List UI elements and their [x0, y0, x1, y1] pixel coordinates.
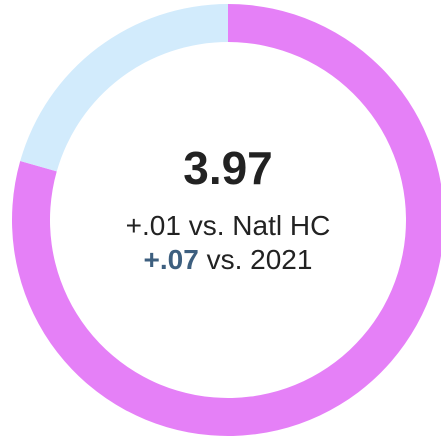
comparison-text: vs. Natl HC	[189, 210, 331, 241]
comparison-text: vs. 2021	[207, 244, 313, 275]
donut	[12, 4, 441, 436]
comparison: +.01 vs. Natl HC	[126, 210, 331, 241]
comparison: +.07 vs. 2021	[144, 244, 313, 275]
center-value: 3.97	[183, 142, 273, 194]
comparison-delta: +.07	[144, 244, 199, 275]
comparison-delta: +.01	[126, 210, 181, 241]
donut-segment	[20, 4, 228, 172]
